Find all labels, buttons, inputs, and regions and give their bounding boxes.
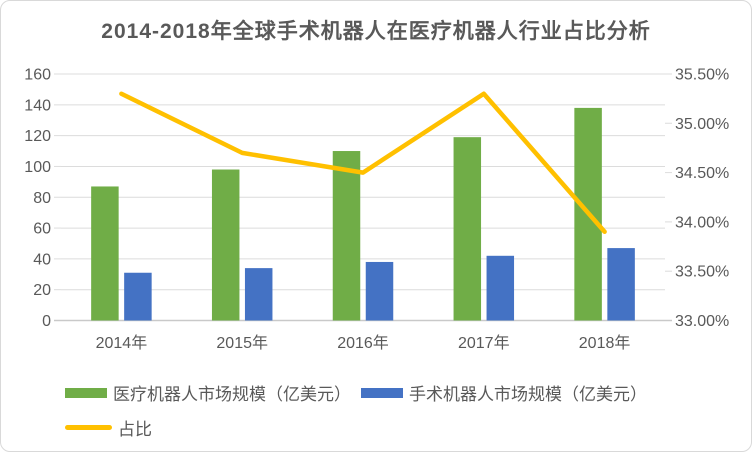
left-axis-label: 100 xyxy=(24,159,51,176)
bar-surgical-robot xyxy=(486,255,515,321)
bar-surgical-robot xyxy=(365,261,394,321)
left-axis-label: 60 xyxy=(33,221,51,238)
legend-label-surgical-robots: 手术机器人市场规模（亿美元） xyxy=(409,385,647,404)
right-axis-label: 34.00% xyxy=(675,214,729,231)
bar-surgical-robot xyxy=(124,272,152,321)
left-axis-label: 160 xyxy=(24,67,51,84)
legend-row-bars: 医疗机器人市场规模（亿美元） 手术机器人市场规模（亿美元） xyxy=(65,380,647,405)
bar-medical-robot xyxy=(91,186,119,321)
bar-medical-robot xyxy=(453,137,482,321)
right-axis-label: 35.50% xyxy=(675,67,729,84)
right-axis-label: 33.50% xyxy=(675,264,729,281)
ratio-line xyxy=(119,91,607,235)
bar-surgical-robot xyxy=(607,248,635,321)
left-axis-label: 40 xyxy=(33,251,51,268)
chart-title: 2014-2018年全球手术机器人在医疗机器人行业占比分析 xyxy=(101,20,651,43)
right-axis-label: 33.00% xyxy=(675,313,729,330)
bar-surgical-robot xyxy=(244,268,273,321)
bar-medical-robot xyxy=(211,169,240,321)
left-axis-label: 140 xyxy=(24,97,51,114)
x-axis-label: 2017年 xyxy=(458,334,510,352)
right-axis-label: 34.50% xyxy=(675,165,729,182)
right-axis-label: 35.00% xyxy=(675,116,729,133)
x-axis-label: 2015年 xyxy=(216,334,268,352)
x-axis-label: 2018年 xyxy=(579,334,631,352)
x-axis-label: 2016年 xyxy=(337,334,389,352)
legend-swatch-surgical-robots xyxy=(361,387,403,398)
x-axis-label: 2014年 xyxy=(96,334,148,352)
left-axis-label: 20 xyxy=(33,282,51,299)
left-axis-label: 0 xyxy=(42,313,51,330)
legend-label-medical-robots: 医疗机器人市场规模（亿美元） xyxy=(113,385,351,404)
legend-swatch-medical-robots xyxy=(65,387,107,398)
left-axis-label: 120 xyxy=(24,128,51,145)
bar-medical-robot xyxy=(332,151,361,321)
legend-row-ratio: 占比 xyxy=(65,415,647,440)
legend-swatch-ratio-line xyxy=(65,425,112,430)
legend-label-ratio: 占比 xyxy=(118,420,152,439)
legend: 医疗机器人市场规模（亿美元） 手术机器人市场规模（亿美元） 占比 xyxy=(65,380,647,440)
left-axis-label: 80 xyxy=(33,190,51,207)
